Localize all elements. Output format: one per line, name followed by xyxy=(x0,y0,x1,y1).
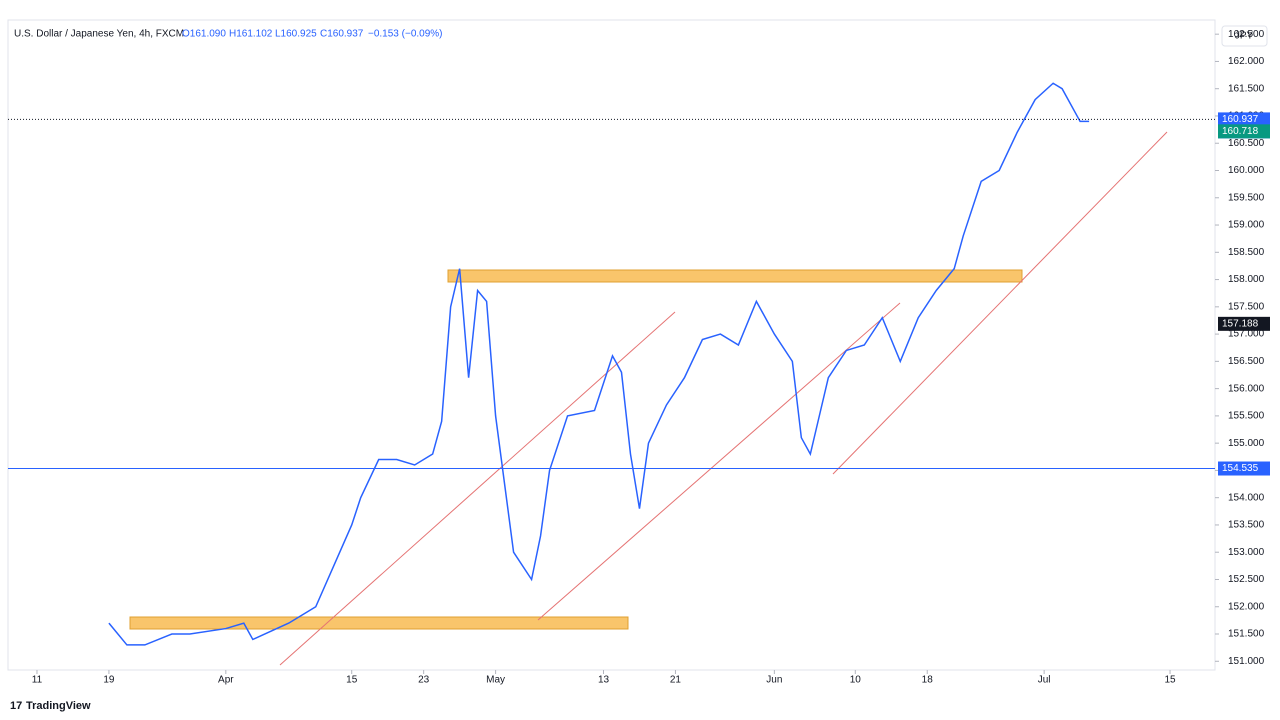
brand: TradingView xyxy=(26,700,91,712)
y-tick-label: 151.000 xyxy=(1228,656,1265,667)
trendline xyxy=(279,311,676,666)
low: L160.925 xyxy=(275,29,317,40)
y-tick-label: 153.000 xyxy=(1228,547,1265,558)
high: H161.102 xyxy=(229,29,273,40)
y-tick-label: 156.000 xyxy=(1228,383,1265,394)
price-label: 160.718 xyxy=(1222,126,1259,137)
y-tick-label: 155.500 xyxy=(1228,411,1265,422)
y-tick-label: 158.500 xyxy=(1228,247,1265,258)
x-tick-label: Jun xyxy=(766,675,782,686)
price-label: 154.535 xyxy=(1222,463,1259,474)
x-tick-label: Jul xyxy=(1038,675,1051,686)
y-tick-label: 161.500 xyxy=(1228,83,1265,94)
y-tick-label: 159.000 xyxy=(1228,220,1265,231)
x-tick-label: 13 xyxy=(598,675,610,686)
price-line xyxy=(108,82,1090,646)
price-label-box xyxy=(1218,124,1270,139)
change: −0.153 (−0.09%) xyxy=(368,29,443,40)
x-tick-label: 11 xyxy=(32,675,43,686)
x-tick-label: 21 xyxy=(670,675,682,686)
x-tick-label: 10 xyxy=(850,675,862,686)
y-tick-label: 162.000 xyxy=(1228,56,1265,67)
price-label-box xyxy=(1218,316,1270,331)
y-tick-label: 158.000 xyxy=(1228,274,1265,285)
brand-logo: 17 xyxy=(10,700,22,712)
trendline xyxy=(537,302,901,621)
x-tick-label: 18 xyxy=(922,675,934,686)
x-tick-label: 15 xyxy=(346,675,358,686)
x-tick-label: 19 xyxy=(103,675,115,686)
price-label: 160.937 xyxy=(1222,114,1259,125)
support-zone xyxy=(129,616,629,630)
y-tick-label: 153.500 xyxy=(1228,520,1265,531)
y-tick-label: 162.500 xyxy=(1228,29,1265,40)
price-label-box xyxy=(1218,461,1270,476)
y-tick-label: 160.000 xyxy=(1228,165,1265,176)
y-tick-label: 157.500 xyxy=(1228,301,1265,312)
symbol: U.S. Dollar / Japanese Yen, 4h, FXCM xyxy=(14,29,184,40)
y-tick-label: 155.000 xyxy=(1228,438,1265,449)
y-tick-label: 152.500 xyxy=(1228,574,1265,585)
y-tick-label: 151.500 xyxy=(1228,629,1265,640)
x-tick-label: Apr xyxy=(218,675,234,686)
y-tick-label: 152.000 xyxy=(1228,601,1265,612)
y-tick-label: 159.500 xyxy=(1228,192,1265,203)
close: C160.937 xyxy=(320,29,364,40)
price-label: 157.188 xyxy=(1222,318,1259,329)
x-tick-label: 15 xyxy=(1164,675,1176,686)
currency[interactable]: JPY xyxy=(1235,31,1254,42)
resistance-zone xyxy=(447,269,1023,283)
currency-button[interactable] xyxy=(1221,25,1268,47)
y-tick-label: 160.500 xyxy=(1228,138,1265,149)
y-tick-label: 156.500 xyxy=(1228,356,1265,367)
plot-frame xyxy=(7,19,1216,671)
x-tick-label: May xyxy=(486,675,505,686)
y-tick-label: 154.000 xyxy=(1228,492,1265,503)
x-tick-label: 23 xyxy=(418,675,430,686)
open: O161.090 xyxy=(182,29,226,40)
y-tick-label: 157.000 xyxy=(1228,329,1265,340)
trendline xyxy=(832,131,1168,475)
